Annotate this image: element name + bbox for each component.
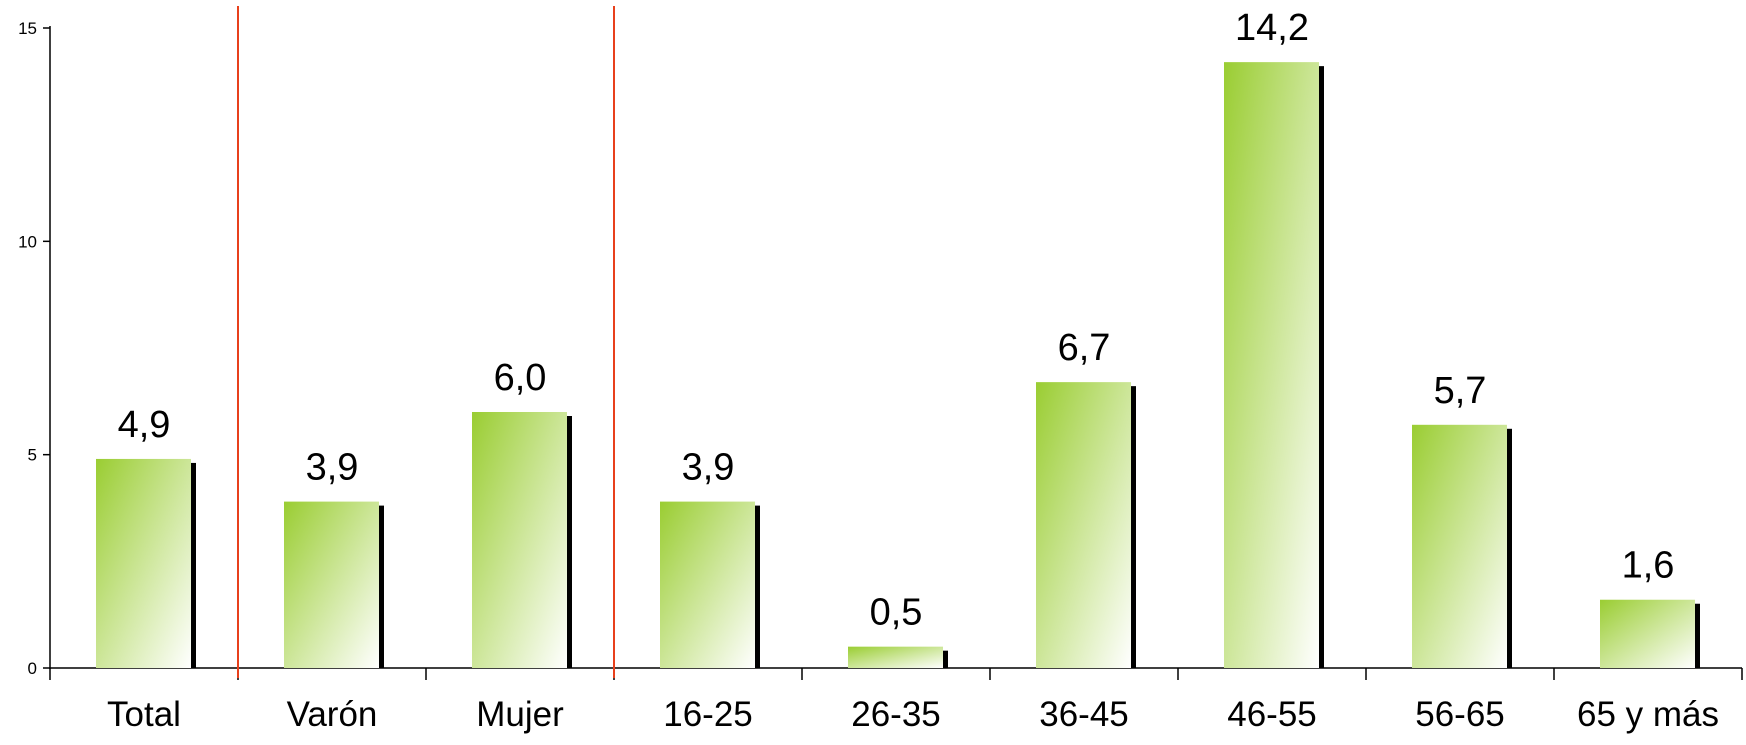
bar <box>284 501 379 668</box>
bar-value-label: 1,6 <box>1622 545 1675 587</box>
value-labels: 4,9 3,9 6,0 3,9 0,5 6,7 14,2 5,7 1,6 <box>118 7 1675 634</box>
bar-value-label: 0,5 <box>870 592 923 634</box>
bar <box>96 458 191 668</box>
bar-shadow <box>379 505 384 668</box>
category-label: Mujer <box>476 695 564 734</box>
bar-value-label: 3,9 <box>306 447 359 489</box>
bar-shadow <box>1319 66 1324 669</box>
x-axis <box>49 667 1743 680</box>
category-label: 65 y más <box>1577 695 1719 734</box>
bar <box>1412 424 1507 668</box>
bar-shadow <box>943 650 948 668</box>
bar-shadow <box>1507 428 1512 668</box>
category-label: 46-55 <box>1227 695 1317 734</box>
bar-value-label: 14,2 <box>1235 7 1309 49</box>
bar <box>660 501 755 668</box>
bar-shadow <box>1131 386 1136 668</box>
category-label: 16-25 <box>663 695 753 734</box>
category-label: 56-65 <box>1415 695 1505 734</box>
category-labels: Total Varón Mujer 16-25 26-35 36-45 46-55 56-65… <box>107 695 1719 734</box>
bar-shadow <box>755 505 760 668</box>
bar-shadow <box>1695 603 1700 668</box>
category-label: 26-35 <box>851 695 941 734</box>
category-label: Total <box>107 695 181 734</box>
y-tick-label: 5 <box>28 446 37 465</box>
bar-value-label: 6,7 <box>1058 327 1111 369</box>
group-separators <box>237 6 615 678</box>
bar-value-label: 5,7 <box>1434 370 1487 412</box>
category-label: Varón <box>287 695 378 734</box>
bar <box>1224 62 1319 668</box>
bar-shadow <box>191 462 196 668</box>
bars <box>96 62 1700 669</box>
bar-value-label: 4,9 <box>118 404 171 446</box>
y-tick-label: 0 <box>28 659 37 678</box>
y-tick-label: 15 <box>18 19 37 38</box>
y-axis: 0 5 10 15 <box>18 19 51 678</box>
bar-value-label: 3,9 <box>682 447 735 489</box>
bar <box>848 646 943 668</box>
bar <box>1036 382 1131 668</box>
bar-value-label: 6,0 <box>494 357 547 399</box>
bar <box>1600 599 1695 668</box>
category-label: 36-45 <box>1039 695 1129 734</box>
y-tick-label: 10 <box>18 232 37 251</box>
bar-shadow <box>567 416 572 668</box>
bar <box>472 412 567 668</box>
